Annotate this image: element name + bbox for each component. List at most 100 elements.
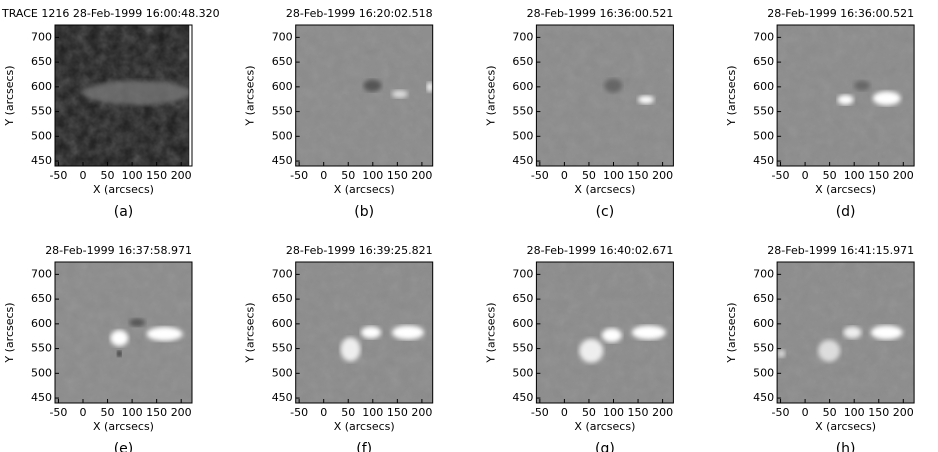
y-tick-label: 650 (512, 55, 533, 68)
panel-label: (f) (356, 441, 372, 452)
x-axis-label: X (arcsecs) (815, 183, 876, 196)
y-tick-label: 600 (31, 317, 52, 330)
panel-label: (b) (354, 204, 374, 220)
x-tick-label: -50 (49, 406, 67, 419)
y-axis-label: Y (arcsecs) (484, 302, 497, 363)
image-texture (536, 25, 674, 166)
y-axis-label: Y (arcsecs) (244, 302, 257, 363)
y-tick-label: 700 (753, 30, 774, 43)
y-tick-label: 650 (753, 292, 774, 305)
x-tick-label: 200 (652, 169, 673, 182)
frame (295, 24, 434, 167)
y-tick-label: 550 (31, 105, 52, 118)
blob (363, 79, 382, 92)
x-axis-label: X (arcsecs) (574, 420, 635, 433)
blob (604, 78, 623, 93)
x-tick-label: 150 (146, 406, 167, 419)
x-tick-label: 200 (652, 406, 673, 419)
x-tick-label: 50 (823, 169, 837, 182)
x-tick-label: 100 (122, 169, 143, 182)
blob (631, 325, 666, 340)
x-tick-label: -50 (531, 169, 549, 182)
y-tick-label: 450 (512, 391, 533, 404)
image (55, 262, 192, 403)
image (536, 262, 674, 403)
x-tick-label: 150 (387, 169, 408, 182)
image (536, 25, 674, 166)
x-tick-label: -50 (290, 169, 308, 182)
blob (146, 326, 183, 341)
panel-title: TRACE 1216 28-Feb-1999 16:00:48.320 (1, 7, 220, 20)
frame (776, 24, 915, 167)
y-tick-label: 500 (512, 129, 533, 142)
x-tick-label: 0 (79, 169, 86, 182)
panel-title: 28-Feb-1999 16:40:02.671 (527, 244, 674, 257)
x-tick-label: 150 (868, 406, 889, 419)
x-tick-label: 0 (802, 169, 809, 182)
y-tick-label: 450 (512, 154, 533, 167)
panel-title: 28-Feb-1999 16:39:25.821 (286, 244, 433, 257)
blob (854, 80, 871, 91)
y-tick-label: 500 (31, 129, 52, 142)
y-tick-label: 650 (512, 292, 533, 305)
y-tick-label: 650 (272, 292, 293, 305)
x-tick-label: -50 (49, 169, 67, 182)
panel: -50 0 50 100 150 200 450 500 550 600 650 700 X (arcs… (484, 7, 674, 220)
y-tick-label: 650 (753, 55, 774, 68)
y-axis-label: Y (arcsecs) (725, 65, 738, 126)
y-tick-label: 700 (272, 30, 293, 43)
image (777, 25, 915, 166)
image (777, 262, 915, 403)
blob (361, 326, 382, 339)
frame (535, 24, 674, 167)
frame (535, 261, 674, 404)
y-tick-label: 700 (512, 267, 533, 280)
blob (638, 95, 654, 104)
panel-label: (g) (595, 441, 615, 452)
y-tick-label: 450 (753, 154, 774, 167)
y-tick-label: 450 (31, 391, 52, 404)
panel: -50 0 50 100 150 200 450 500 550 600 650 700 X (arcs… (244, 244, 434, 452)
y-tick-label: 600 (512, 80, 533, 93)
y-axis-label: Y (arcsecs) (484, 65, 497, 126)
y-tick-label: 500 (272, 129, 293, 142)
x-tick-label: 200 (893, 406, 914, 419)
y-tick-label: 550 (512, 342, 533, 355)
x-tick-label: 100 (603, 406, 624, 419)
frame (54, 24, 193, 167)
y-tick-label: 600 (753, 317, 774, 330)
y-tick-label: 550 (512, 105, 533, 118)
blob (843, 326, 862, 339)
x-tick-label: 100 (844, 169, 865, 182)
y-tick-label: 500 (272, 366, 293, 379)
y-tick-label: 500 (753, 129, 774, 142)
x-tick-label: 150 (628, 406, 649, 419)
x-tick-label: 200 (171, 169, 192, 182)
panel-label: (e) (114, 441, 134, 452)
blob (601, 328, 622, 343)
x-tick-label: 150 (146, 169, 167, 182)
blob (777, 349, 786, 358)
y-tick-label: 700 (31, 30, 52, 43)
frame (776, 261, 915, 404)
y-tick-label: 700 (272, 267, 293, 280)
bright-region (82, 80, 192, 105)
x-tick-label: 200 (411, 169, 432, 182)
x-tick-label: 200 (171, 406, 192, 419)
x-tick-label: 0 (320, 406, 327, 419)
blob (870, 325, 903, 340)
x-tick-label: 0 (802, 406, 809, 419)
x-tick-label: -50 (531, 406, 549, 419)
x-tick-label: 200 (411, 406, 432, 419)
x-tick-label: 100 (844, 406, 865, 419)
x-tick-label: 150 (628, 169, 649, 182)
y-tick-label: 450 (31, 154, 52, 167)
x-tick-label: 100 (122, 406, 143, 419)
blob (579, 338, 604, 363)
x-tick-label: 0 (79, 406, 86, 419)
y-tick-label: 600 (31, 80, 52, 93)
frame (54, 261, 193, 404)
x-axis-label: X (arcsecs) (815, 420, 876, 433)
panel-label: (h) (836, 441, 856, 452)
panel-title: 28-Feb-1999 16:36:00.521 (527, 7, 674, 20)
